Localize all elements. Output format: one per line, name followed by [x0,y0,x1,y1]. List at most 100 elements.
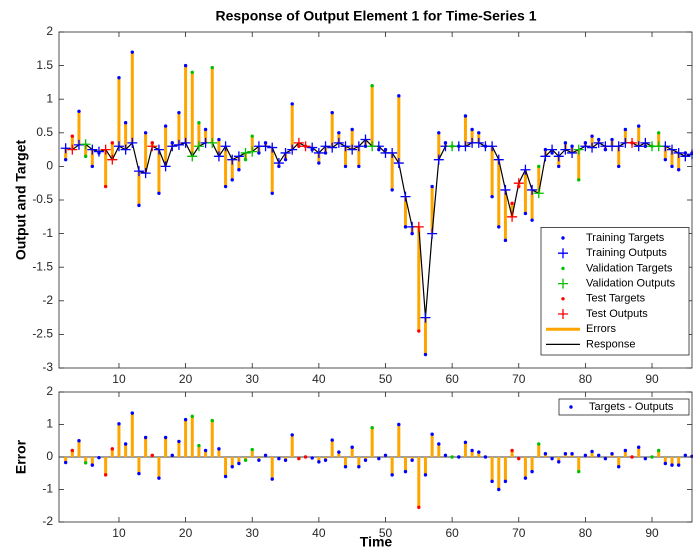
target-marker [350,127,354,132]
output-marker [220,141,231,152]
output-marker [413,221,424,232]
output-marker [433,154,444,165]
output-marker [667,144,678,155]
error-dot [183,417,188,422]
error-dot [170,453,174,458]
target-marker [143,131,148,135]
output-marker [147,141,158,152]
error-dot [137,471,141,476]
legend-box [558,398,690,416]
error-dot [497,487,501,492]
error-dot [157,476,161,480]
y-tick-label: 2 [46,24,53,38]
y-tick-label: -1 [42,226,53,240]
output-marker [153,144,164,155]
error-dot [310,456,314,460]
error-dot [403,469,408,474]
output-marker [507,211,518,222]
output-marker [393,158,404,169]
x-tick-label: 50 [379,526,393,540]
error-dot [670,463,674,467]
output-marker [113,141,124,152]
y-tick-label: 1 [46,91,53,105]
error-dot [530,469,534,474]
error-dot [197,443,201,448]
error-dot [523,476,528,480]
error-dot [143,435,148,440]
x-tick-label: 20 [179,526,193,540]
target-marker [623,127,628,132]
target-marker [490,194,494,199]
error-dot [423,473,428,477]
error-dot [177,439,181,444]
legend-label: Response [586,338,636,350]
target-marker [210,65,214,70]
legend-symbol [558,278,568,289]
target-marker [290,102,294,106]
error-dot [543,452,548,456]
output-marker [327,142,338,153]
legend-label: Test Targets [586,293,646,305]
target-marker [477,131,481,135]
target-marker [323,151,328,155]
error-dot [123,442,128,446]
error-dot [210,418,214,423]
target-marker [557,164,561,169]
error-dot [617,465,621,469]
legend-label: Training Outputs [586,247,667,259]
y-tick-label: 0 [46,449,53,463]
error-dot [83,461,88,465]
error-dot [463,440,468,445]
error-dot [370,426,374,430]
x-tick-label: 20 [179,372,193,386]
output-marker [120,144,131,155]
error-dot [643,456,648,461]
target-marker [417,329,421,333]
output-marker [520,164,531,175]
output-marker [633,141,644,152]
output-marker [193,141,204,152]
target-marker [330,110,334,115]
target-marker [337,131,341,135]
y-tick-label: -2 [42,514,53,528]
output-marker [540,151,551,162]
error-dot [230,465,234,469]
error-dot [103,473,108,477]
x-tick-label: 60 [445,372,459,386]
output-marker [360,134,371,145]
output-marker [127,137,138,148]
error-dot [203,448,208,453]
error-dot [610,452,614,456]
target-marker [163,124,168,128]
error-dot [630,455,634,459]
target-marker [430,184,434,189]
target-marker [503,238,508,243]
output-marker [287,144,298,155]
x-tick-label: 10 [112,372,126,386]
error-dot [77,439,81,443]
output-marker [167,141,178,152]
output-marker [533,188,544,199]
target-marker [370,84,374,88]
target-marker [523,211,528,216]
legend-label: Test Outputs [586,308,648,320]
output-marker [313,147,324,158]
output-marker [673,147,684,158]
error-dot [297,456,301,461]
error-dot [237,461,241,466]
error-dot [350,445,354,449]
error-dot [217,447,221,451]
error-dot [357,465,361,469]
output-marker [593,137,604,148]
error-dot [90,463,95,467]
target-marker [670,164,674,169]
y-tick-label: -2 [42,293,53,307]
target-marker [223,184,228,189]
error-dot [383,453,388,458]
output-marker [513,178,524,189]
y-tick-label: -1 [42,482,53,496]
y-tick-label: 2 [46,384,53,398]
target-marker [137,203,141,208]
error-dot [550,456,554,461]
x-tick-label: 30 [246,526,260,540]
